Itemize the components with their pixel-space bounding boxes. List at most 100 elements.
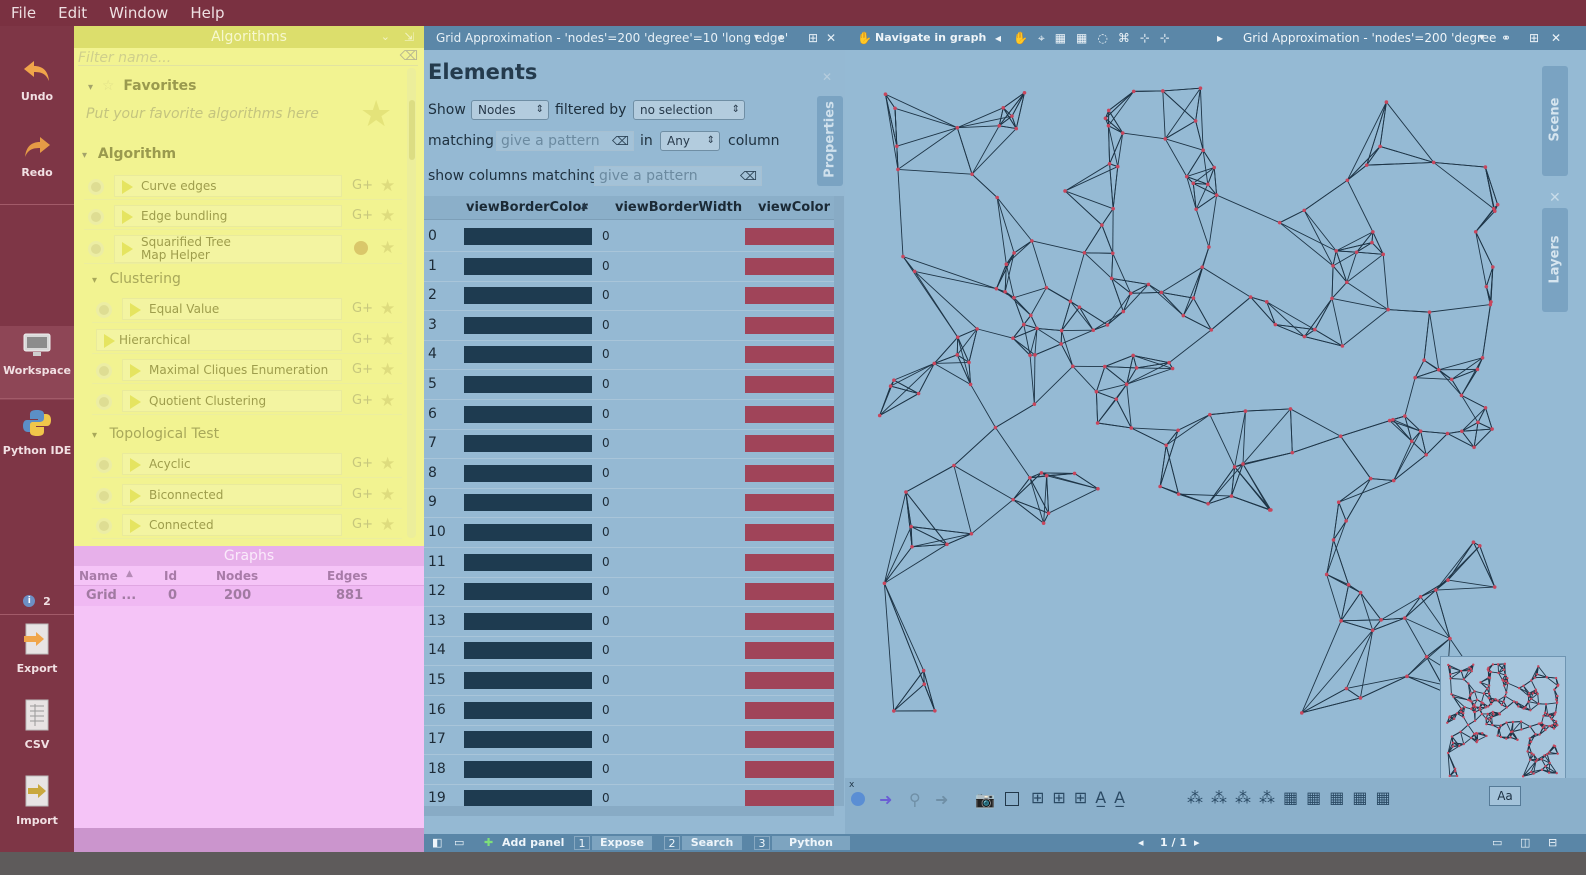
menu-help[interactable]: Help xyxy=(190,4,225,22)
graph-node[interactable] xyxy=(1164,443,1169,448)
graph-node[interactable] xyxy=(1517,705,1520,708)
clustering-section[interactable]: ▾ Clustering xyxy=(92,271,181,287)
graph-node[interactable] xyxy=(1111,206,1115,211)
graph-node[interactable] xyxy=(1490,715,1493,719)
chevron-left-icon[interactable]: ◂ xyxy=(1138,836,1144,849)
graph-node[interactable] xyxy=(1072,471,1077,476)
graph-node[interactable] xyxy=(921,668,926,673)
graph-node[interactable] xyxy=(1241,462,1245,466)
view-color-swatch[interactable] xyxy=(745,672,834,689)
graph-node[interactable] xyxy=(1194,207,1198,212)
graph-node[interactable] xyxy=(1540,721,1543,725)
algorithms-scrollbar[interactable] xyxy=(407,68,416,538)
table-row[interactable]: 12 0 xyxy=(424,577,834,608)
graph-node[interactable] xyxy=(1527,694,1530,698)
view-color-swatch[interactable] xyxy=(745,287,834,305)
graph-node[interactable] xyxy=(1340,344,1345,348)
graph-node[interactable] xyxy=(1486,712,1489,716)
graph-node[interactable] xyxy=(1370,240,1374,245)
graph-node[interactable] xyxy=(1481,702,1485,705)
graph-node[interactable] xyxy=(1191,296,1196,300)
show-select[interactable]: Nodes ⇕ xyxy=(471,100,549,120)
star-icon[interactable]: ★ xyxy=(380,206,396,226)
graph-node[interactable] xyxy=(1468,666,1471,669)
graph-node[interactable] xyxy=(1554,711,1557,714)
gear-icon[interactable] xyxy=(96,394,112,410)
graph-node[interactable] xyxy=(1462,715,1465,719)
split-horizontal-icon[interactable]: ⊟ xyxy=(1548,836,1558,849)
graph-node[interactable] xyxy=(1495,202,1500,207)
panel-toggle-icon[interactable]: ▭ xyxy=(454,836,465,849)
graph-node[interactable] xyxy=(1511,720,1515,724)
graph-node[interactable] xyxy=(1431,160,1436,165)
clear-icon[interactable]: ⌫ xyxy=(399,49,418,64)
gear-icon[interactable] xyxy=(88,209,104,225)
graph-node[interactable] xyxy=(1448,774,1451,778)
navigate-mode-label[interactable]: Navigate in graph xyxy=(875,31,987,44)
graph-node[interactable] xyxy=(1302,208,1307,213)
graph-node[interactable] xyxy=(1488,302,1493,307)
view-color-swatch[interactable] xyxy=(745,405,834,423)
play-icon[interactable] xyxy=(130,519,141,533)
graph-node[interactable] xyxy=(1379,618,1383,622)
undo-button[interactable]: Undo xyxy=(0,58,74,103)
border-width-value[interactable]: 0 xyxy=(602,702,610,717)
graph-node[interactable] xyxy=(1159,290,1164,295)
split-vertical-icon[interactable]: ◫ xyxy=(1520,836,1531,849)
star-icon[interactable]: ★ xyxy=(380,454,396,474)
gear-icon[interactable] xyxy=(96,302,112,318)
graph-node[interactable] xyxy=(1364,163,1369,167)
graph-node[interactable] xyxy=(1493,209,1497,213)
graph-node[interactable] xyxy=(1509,736,1512,739)
border-color-swatch[interactable] xyxy=(464,642,592,660)
tab-search[interactable]: Search xyxy=(682,836,742,850)
graph-node[interactable] xyxy=(1071,364,1075,369)
graph-node[interactable] xyxy=(1331,264,1335,268)
graph-node[interactable] xyxy=(1479,681,1482,684)
graph-node[interactable] xyxy=(1504,673,1507,677)
graph-node[interactable] xyxy=(1229,494,1234,498)
graph-node[interactable] xyxy=(1207,245,1211,249)
graph-node[interactable] xyxy=(1526,750,1529,753)
graph-node[interactable] xyxy=(1434,588,1438,592)
add-panel-button[interactable]: Add panel xyxy=(502,836,565,849)
graph-node[interactable] xyxy=(1529,770,1533,774)
graph-node[interactable] xyxy=(1191,181,1196,186)
graph-node[interactable] xyxy=(1491,663,1495,666)
expand-icon[interactable]: ⊞ xyxy=(808,31,819,45)
view-color-swatch[interactable] xyxy=(745,257,834,275)
add-favorite-icon[interactable]: G+ xyxy=(352,178,373,193)
graph-node[interactable] xyxy=(1533,676,1536,679)
graph-node[interactable] xyxy=(1424,452,1428,457)
view-color-swatch[interactable] xyxy=(745,494,834,512)
play-icon[interactable] xyxy=(130,303,141,317)
add-favorite-icon[interactable]: G+ xyxy=(352,332,373,347)
graph-node[interactable] xyxy=(1264,300,1269,304)
border-width-value[interactable]: 0 xyxy=(602,377,610,391)
graph-node[interactable] xyxy=(1201,148,1205,153)
arrow-right-icon[interactable]: ➜ xyxy=(879,790,893,809)
graph-node[interactable] xyxy=(1106,108,1111,113)
graph-node[interactable] xyxy=(1548,715,1552,718)
graph-node[interactable] xyxy=(1032,402,1037,407)
border-color-swatch[interactable] xyxy=(464,760,592,778)
graph-node[interactable] xyxy=(1110,251,1115,256)
graph-node[interactable] xyxy=(1484,284,1489,289)
algo-item-biconnected[interactable]: Biconnected G+ ★ xyxy=(92,483,402,509)
graph-node[interactable] xyxy=(1269,508,1273,512)
graph-node[interactable] xyxy=(1338,434,1343,439)
graph-node[interactable] xyxy=(1541,726,1545,729)
graph-node[interactable] xyxy=(1371,230,1375,234)
graph-node[interactable] xyxy=(1487,669,1490,672)
graph-node[interactable] xyxy=(1452,695,1455,699)
graph-node[interactable] xyxy=(1463,705,1466,709)
graph-node[interactable] xyxy=(1501,678,1504,681)
add-favorite-icon[interactable]: G+ xyxy=(352,487,373,502)
border-color-swatch[interactable] xyxy=(464,316,592,334)
graph-node[interactable] xyxy=(1494,697,1497,701)
export-button[interactable]: Export xyxy=(0,622,74,675)
graph-node[interactable] xyxy=(1193,119,1198,123)
graph-node[interactable] xyxy=(1077,305,1082,309)
link-icon[interactable]: ⚭ xyxy=(776,31,787,45)
